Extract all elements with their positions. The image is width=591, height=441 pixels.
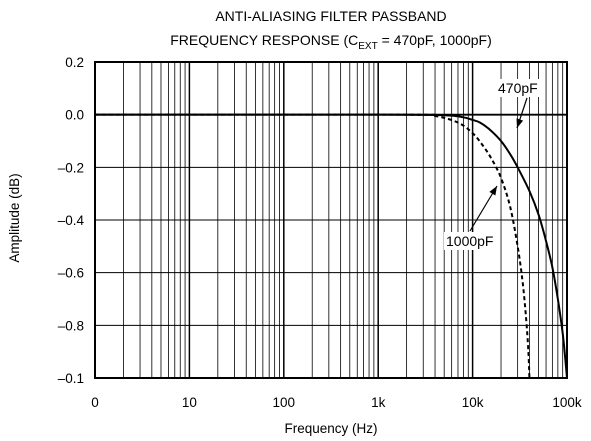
chart-title-line-2: FREQUENCY RESPONSE (CEXT = 470pF, 1000pF… xyxy=(170,32,491,52)
y-tick-label: –0.1 xyxy=(58,371,84,386)
chart-title-prefix: FREQUENCY RESPONSE (C xyxy=(170,32,358,48)
annotation-label-background xyxy=(444,232,496,250)
y-tick-label: 0.2 xyxy=(65,55,84,70)
x-tick-label: 100 xyxy=(273,395,296,410)
y-tick-label: –0.8 xyxy=(58,318,84,333)
annotation-label-background xyxy=(496,79,540,97)
x-tick-label: 10 xyxy=(182,395,197,410)
x-tick-label: 1k xyxy=(371,395,386,410)
annotation-arrow-head xyxy=(516,118,524,128)
y-tick-label: –0.6 xyxy=(58,266,84,281)
x-axis-label: Frequency (Hz) xyxy=(284,421,377,436)
chart-title-line-1: ANTI-ALIASING FILTER PASSBAND xyxy=(215,8,446,24)
chart-tick-labels: 0 10 100 1k 10k 100k 0.2 0.0 –0.2 –0.4 –0.6 –0.8 –0.… xyxy=(58,55,582,410)
y-tick-label: –0.4 xyxy=(58,213,85,228)
y-tick-label: –0.2 xyxy=(58,160,84,175)
chart-title-subscript: EXT xyxy=(358,41,377,52)
x-tick-label: 0 xyxy=(91,395,99,410)
chart-gridlines xyxy=(94,61,568,379)
x-tick-label: 100k xyxy=(552,395,582,410)
chart-series xyxy=(94,113,568,379)
annotation-label-1000pf: 1000pF xyxy=(446,233,493,249)
x-tick-label: 10k xyxy=(462,395,484,410)
chart-annotations: 470pF 1000pF xyxy=(444,79,540,250)
annotation-label-470pf: 470pF xyxy=(498,80,538,96)
annotation-arrow-head xyxy=(489,186,497,196)
y-axis-label: Amplitude (dB) xyxy=(7,173,22,262)
chart-title-suffix: = 470pF, 1000pF) xyxy=(378,32,492,48)
y-tick-label: 0.0 xyxy=(65,108,84,123)
series-line-1000pf xyxy=(94,113,531,379)
plot-area-frame xyxy=(94,61,568,379)
series-line-470pf xyxy=(94,113,568,379)
